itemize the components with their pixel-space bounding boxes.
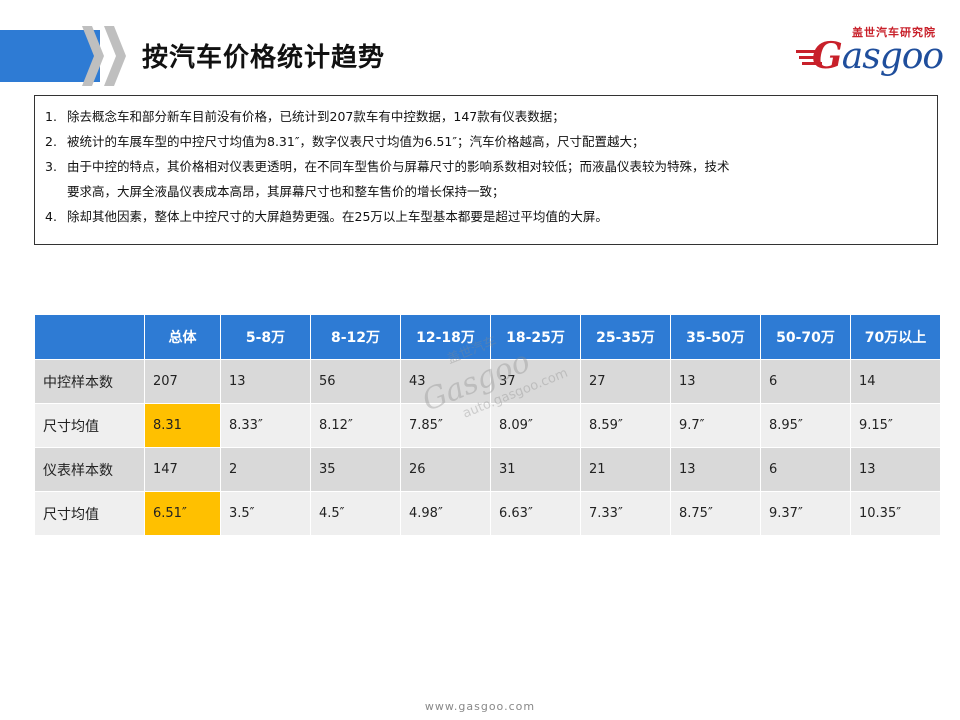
column-header: 50-70万 <box>760 314 851 360</box>
table-cell: 8.12″ <box>310 403 401 448</box>
logo-stripes-icon <box>796 50 822 65</box>
table-cell: 9.37″ <box>760 491 851 536</box>
header-accent-bar <box>0 30 100 82</box>
column-header: 5-8万 <box>220 314 311 360</box>
table-cell: 14 <box>850 359 941 404</box>
table-row: 仪表样本数 147 2 35 26 31 21 13 6 13 <box>34 447 941 492</box>
footer-url: www.gasgoo.com <box>424 700 536 713</box>
highlighted-cell: 8.31 <box>144 403 221 448</box>
column-header: 18-25万 <box>490 314 581 360</box>
table-row: 中控样本数 207 13 56 43 37 27 13 6 14 <box>34 359 941 404</box>
note-item-continuation: 要求高，大屏全液晶仪表成本高昂，其屏幕尺寸也和整车售价的增长保持一致； <box>67 184 505 199</box>
table-cell: 21 <box>580 447 671 492</box>
table-cell: 37 <box>490 359 581 404</box>
column-header: 70万以上 <box>850 314 941 360</box>
table-cell: 13 <box>220 359 311 404</box>
row-label: 尺寸均值 <box>34 403 145 448</box>
logo-wordmark: Gasgoo <box>812 35 944 77</box>
table-cell: 43 <box>400 359 491 404</box>
note-item: 3. 由于中控的特点，其价格相对仪表更透明，在不同车型售价与屏幕尺寸的影响系数相… <box>45 159 730 174</box>
table-cell: 8.09″ <box>490 403 581 448</box>
note-item: 1. 除去概念车和部分新车目前没有价格，已统计到207款车有中控数据，147款有… <box>45 109 565 124</box>
chevron-right-icon <box>104 26 126 86</box>
table-cell: 2 <box>220 447 311 492</box>
table-cell: 10.35″ <box>850 491 941 536</box>
table-cell: 8.95″ <box>760 403 851 448</box>
page-title: 按汽车价格统计趋势 <box>142 43 386 73</box>
table-cell: 13 <box>670 447 761 492</box>
table-cell: 56 <box>310 359 401 404</box>
table-cell: 3.5″ <box>220 491 311 536</box>
row-label: 仪表样本数 <box>34 447 145 492</box>
column-header: 总体 <box>144 314 221 360</box>
table-cell: 147 <box>144 447 221 492</box>
highlighted-cell: 6.51″ <box>144 491 221 536</box>
column-header: 35-50万 <box>670 314 761 360</box>
table-cell: 13 <box>850 447 941 492</box>
table-cell: 9.7″ <box>670 403 761 448</box>
note-item: 2. 被统计的车展车型的中控尺寸均值为8.31″，数字仪表尺寸均值为6.51″；… <box>45 134 645 149</box>
table-cell: 8.33″ <box>220 403 311 448</box>
table-cell: 4.5″ <box>310 491 401 536</box>
table-cell: 8.59″ <box>580 403 671 448</box>
table-cell: 6 <box>760 359 851 404</box>
column-header: 12-18万 <box>400 314 491 360</box>
table-cell: 6 <box>760 447 851 492</box>
table-cell: 35 <box>310 447 401 492</box>
column-header <box>34 314 145 360</box>
table-cell: 4.98″ <box>400 491 491 536</box>
table-cell: 26 <box>400 447 491 492</box>
column-header: 25-35万 <box>580 314 671 360</box>
table-cell: 31 <box>490 447 581 492</box>
table-cell: 9.15″ <box>850 403 941 448</box>
table-cell: 7.33″ <box>580 491 671 536</box>
table-cell: 207 <box>144 359 221 404</box>
table-row: 尺寸均值 8.31 8.33″ 8.12″ 7.85″ 8.09″ 8.59″ … <box>34 403 941 448</box>
table-cell: 27 <box>580 359 671 404</box>
price-segment-table: 总体 5-8万 8-12万 12-18万 18-25万 25-35万 35-50… <box>34 314 941 536</box>
table-header-row: 总体 5-8万 8-12万 12-18万 18-25万 25-35万 35-50… <box>34 314 941 360</box>
table-cell: 7.85″ <box>400 403 491 448</box>
table-cell: 8.75″ <box>670 491 761 536</box>
notes-box: 1. 除去概念车和部分新车目前没有价格，已统计到207款车有中控数据，147款有… <box>34 95 938 245</box>
row-label: 尺寸均值 <box>34 491 145 536</box>
note-item: 4. 除却其他因素，整体上中控尺寸的大屏趋势更强。在25万以上车型基本都要是超过… <box>45 209 608 224</box>
logo-chinese-text: 盖世汽车研究院 <box>852 26 936 39</box>
table-cell: 13 <box>670 359 761 404</box>
table-cell: 6.63″ <box>490 491 581 536</box>
table-row: 尺寸均值 6.51″ 3.5″ 4.5″ 4.98″ 6.63″ 7.33″ 8… <box>34 491 941 536</box>
row-label: 中控样本数 <box>34 359 145 404</box>
chevron-right-icon <box>82 26 104 86</box>
column-header: 8-12万 <box>310 314 401 360</box>
